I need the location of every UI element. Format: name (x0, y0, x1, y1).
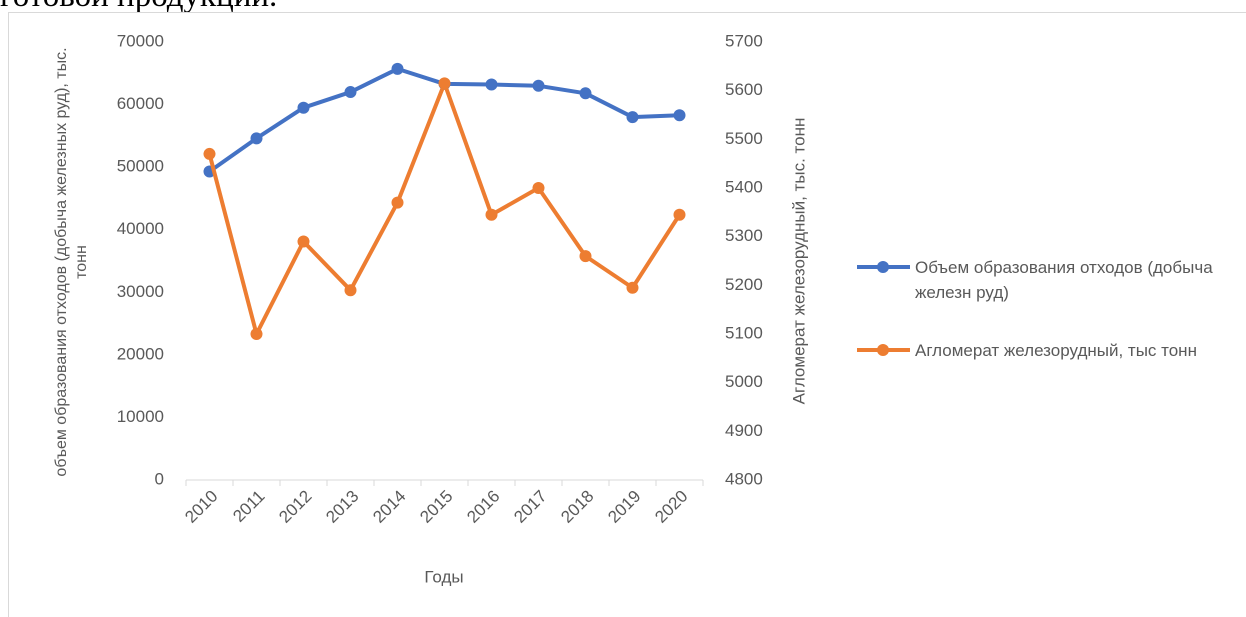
y-tick-label: 20000 (117, 344, 164, 363)
y-tick-label: 60000 (117, 94, 164, 113)
x-tick-label: 2010 (181, 487, 221, 527)
y2-tick-label: 5600 (725, 80, 763, 99)
x-tick-label: 2015 (416, 487, 456, 527)
x-tick-label: 2011 (229, 487, 268, 526)
data-point (673, 109, 686, 122)
y2-tick-label: 5000 (725, 372, 763, 391)
data-point (485, 208, 498, 221)
y-tick-label: 70000 (117, 31, 164, 50)
y2-tick-label: 5100 (725, 323, 763, 342)
y-axis-title: объем образования отходов (добыча железн… (53, 47, 90, 477)
data-point (438, 77, 451, 90)
x-tick-label: 2014 (369, 487, 409, 527)
legend-label: Агломерат железорудный, тыс тонн (915, 341, 1197, 360)
data-point (391, 62, 404, 75)
legend-marker (877, 344, 889, 356)
y2-tick-label: 5300 (725, 226, 763, 245)
data-point (297, 235, 310, 248)
data-point (626, 111, 639, 124)
x-tick-label: 2020 (651, 487, 691, 527)
data-point (250, 328, 263, 340)
data-point (579, 87, 592, 100)
data-point (344, 284, 357, 297)
data-point (532, 79, 545, 92)
x-tick-label: 2016 (463, 487, 503, 527)
data-point (579, 250, 592, 263)
legend-marker (877, 261, 889, 273)
y2-axis-title: Агломерат железорудный, тыс. тонн (789, 118, 808, 405)
y-tick-label: 30000 (117, 282, 164, 301)
y2-tick-label: 5700 (725, 31, 763, 50)
y-tick-label: 50000 (117, 157, 164, 176)
y2-tick-label: 5500 (725, 129, 763, 148)
data-point (532, 182, 545, 194)
x-tick-label: 2019 (604, 487, 644, 527)
y2-tick-label: 5400 (725, 177, 763, 196)
x-tick-label: 2017 (510, 487, 550, 527)
y2-tick-label: 4900 (725, 421, 763, 440)
chart-border (8, 12, 1246, 617)
x-axis-title: Годы (424, 567, 463, 586)
y2-tick-label: 4800 (725, 469, 763, 488)
y-tick-label: 0 (155, 469, 164, 488)
data-point (203, 147, 216, 160)
y-tick-label: 40000 (117, 219, 164, 238)
x-tick-label: 2013 (322, 487, 362, 527)
data-point (250, 132, 263, 145)
data-point (391, 196, 404, 209)
data-point (626, 281, 639, 294)
document-text: готовой продукции. (0, 0, 277, 15)
x-tick-label: 2012 (275, 487, 315, 527)
y2-tick-label: 5200 (725, 275, 763, 294)
data-point (344, 86, 357, 99)
data-point (485, 78, 498, 91)
x-tick-label: 2018 (557, 487, 597, 527)
legend-label: Объем образования отходов (добыча железн… (915, 258, 1213, 302)
y-tick-label: 10000 (117, 407, 164, 426)
data-point (673, 208, 686, 221)
data-point (297, 101, 310, 114)
